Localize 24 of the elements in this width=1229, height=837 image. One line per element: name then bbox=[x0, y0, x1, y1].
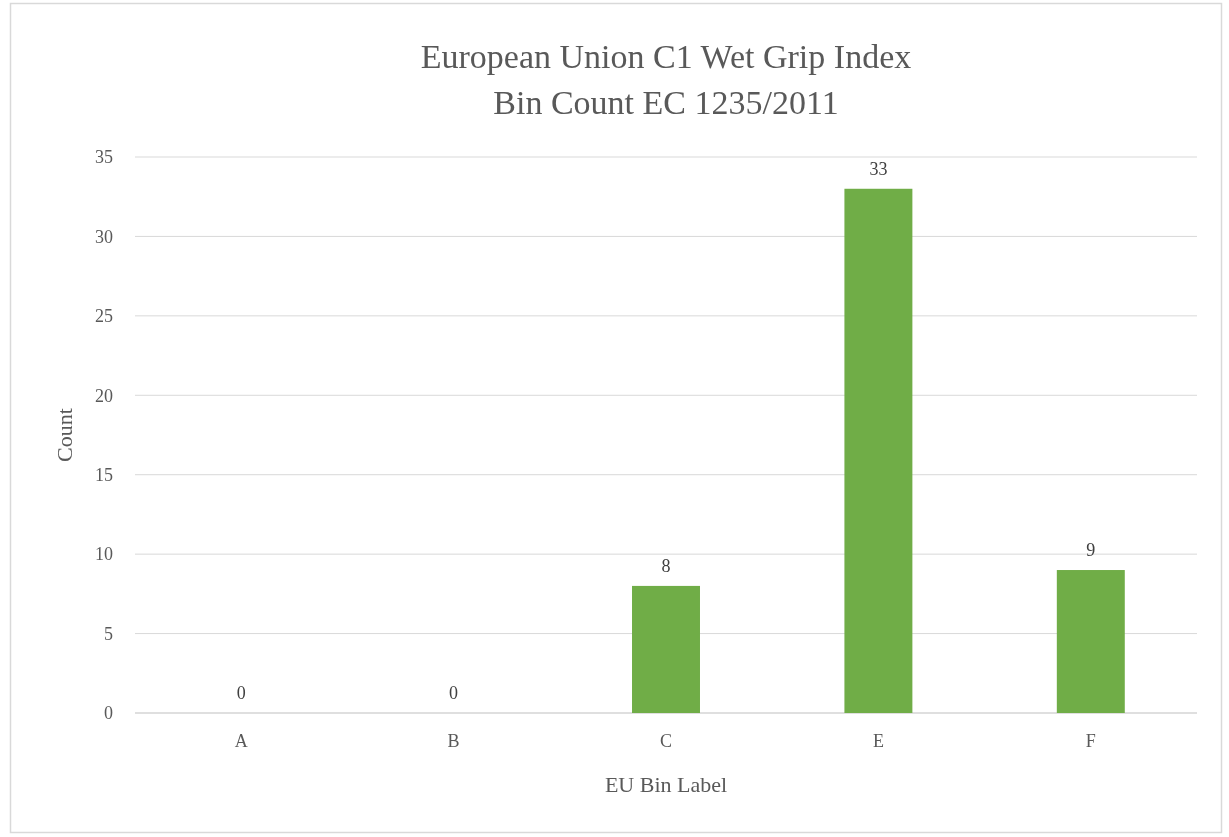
y-tick-label: 25 bbox=[95, 306, 113, 327]
data-label: 0 bbox=[236, 683, 246, 703]
y-tick-label: 20 bbox=[95, 385, 113, 406]
x-tick-label: A bbox=[234, 731, 248, 751]
y-tick-label: 35 bbox=[95, 147, 113, 168]
data-label: 0 bbox=[449, 683, 459, 703]
bar bbox=[844, 188, 913, 713]
y-axis-title: Count bbox=[52, 408, 77, 462]
y-tick-label: 10 bbox=[95, 544, 113, 565]
bar bbox=[632, 585, 700, 713]
data-label: 9 bbox=[1086, 540, 1096, 561]
x-tick-label: E bbox=[872, 731, 884, 751]
y-tick-label: 5 bbox=[104, 623, 113, 644]
x-axis-title: EU Bin Label bbox=[604, 772, 728, 797]
y-tick-label: 15 bbox=[95, 465, 113, 486]
x-tick-label: F bbox=[1085, 731, 1096, 751]
data-label: 33 bbox=[869, 158, 888, 179]
x-tick-label: C bbox=[659, 731, 673, 751]
bar bbox=[1056, 570, 1125, 713]
chart-title: European Union C1 Wet Grip Index Bin Count EC 1235/2011 bbox=[420, 38, 912, 121]
x-tick-label: B bbox=[447, 731, 460, 751]
data-label: 8 bbox=[661, 555, 671, 576]
y-tick-label: 0 bbox=[104, 703, 113, 724]
y-tick-label: 30 bbox=[95, 226, 113, 247]
